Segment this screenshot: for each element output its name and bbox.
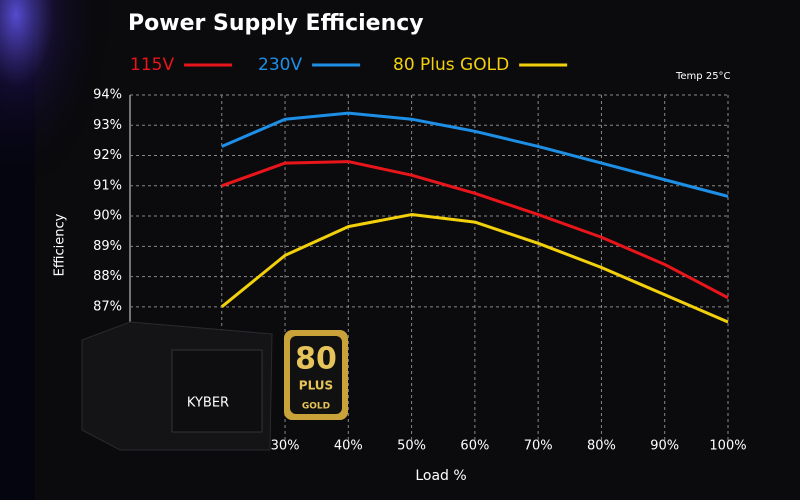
x-tick-label: 80% bbox=[587, 439, 616, 454]
x-tick-label: 30% bbox=[271, 439, 300, 454]
series-line bbox=[220, 213, 729, 324]
badge-gold: GOLD bbox=[302, 402, 330, 412]
chart-title: Power Supply Efficiency bbox=[128, 11, 424, 36]
x-axis-label: Load % bbox=[415, 468, 466, 484]
product: KYBER 80 PLUS GOLD bbox=[81, 321, 348, 451]
psu-panel bbox=[171, 349, 263, 433]
y-tick-label: 90% bbox=[93, 209, 122, 224]
glow bbox=[0, 0, 160, 300]
x-tick-label: 40% bbox=[334, 439, 363, 454]
note: Temp 25°C bbox=[675, 71, 731, 82]
y-tick-label: 91% bbox=[93, 178, 122, 193]
product-label: KYBER bbox=[187, 396, 229, 411]
legend-label: 80 Plus GOLD bbox=[393, 55, 509, 75]
badge-number: 80 bbox=[295, 342, 337, 377]
badge-inner bbox=[290, 336, 342, 414]
x-tick-label: 60% bbox=[460, 439, 489, 454]
badge-plus: PLUS bbox=[299, 379, 333, 393]
series-line bbox=[221, 160, 729, 300]
y-tick-label: 88% bbox=[93, 269, 122, 284]
x-tick-label: 50% bbox=[397, 439, 426, 454]
legend-label: 115V bbox=[130, 55, 174, 75]
x-tick-label: 100% bbox=[709, 439, 746, 454]
y-tick-label: 89% bbox=[93, 239, 122, 254]
legend-label: 230V bbox=[258, 55, 302, 75]
series-line bbox=[221, 111, 729, 198]
y-tick-label: 94% bbox=[93, 88, 122, 103]
y-tick-label: 93% bbox=[93, 118, 122, 133]
y-axis-label: Efficiency bbox=[53, 213, 68, 276]
x-tick-label: 90% bbox=[650, 439, 679, 454]
y-tick-label: 87% bbox=[93, 299, 122, 314]
y-tick-label: 92% bbox=[93, 148, 122, 163]
x-tick-label: 70% bbox=[524, 439, 553, 454]
